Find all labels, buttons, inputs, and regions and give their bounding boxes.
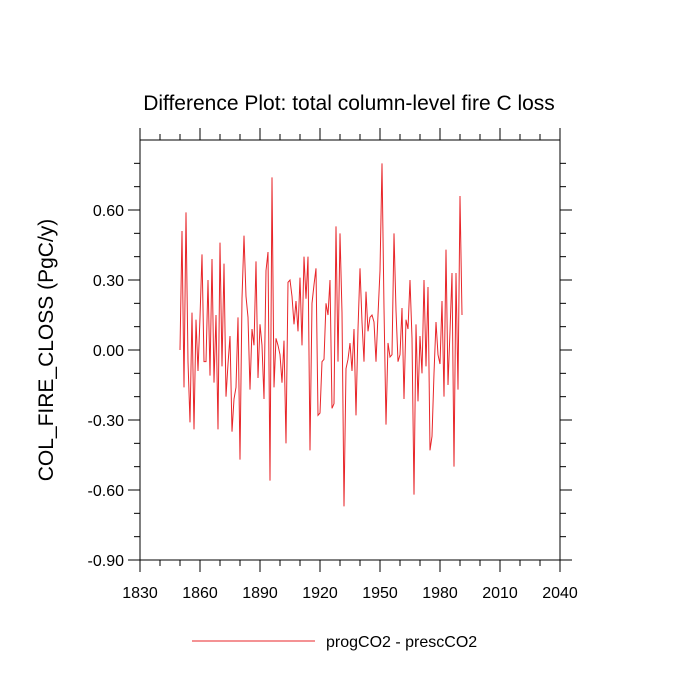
x-tick-label: 1890 xyxy=(242,585,278,602)
x-tick-label: 1860 xyxy=(182,585,218,602)
x-tick-label: 1950 xyxy=(362,585,398,602)
y-axis-label: COL_FIRE_CLOSS (PgC/y) xyxy=(35,219,58,482)
axis-ticks xyxy=(128,128,572,572)
y-tick-label: -0.30 xyxy=(88,413,125,430)
chart-title: Difference Plot: total column-level fire… xyxy=(143,92,555,115)
legend: progCO2 - prescCO2 xyxy=(192,634,477,651)
x-tick-label: 1920 xyxy=(302,585,338,602)
y-tick-label: -0.90 xyxy=(88,553,125,570)
axis-tick-labels: 1830 1860 1890 1920 1950 1980 2010 2040 -0.90 -0.… xyxy=(88,203,578,602)
x-tick-label: 2040 xyxy=(542,585,578,602)
y-tick-label: 0.30 xyxy=(93,273,124,290)
series-group xyxy=(179,163,463,507)
x-tick-label: 1980 xyxy=(422,585,458,602)
y-tick-label: -0.60 xyxy=(88,483,125,500)
x-tick-label: 2010 xyxy=(482,585,518,602)
x-tick-label: 1830 xyxy=(122,585,158,602)
series-line xyxy=(179,163,463,507)
y-tick-label: 0.60 xyxy=(93,203,124,220)
legend-label: progCO2 - prescCO2 xyxy=(326,634,477,651)
y-tick-label: 0.00 xyxy=(93,343,124,360)
